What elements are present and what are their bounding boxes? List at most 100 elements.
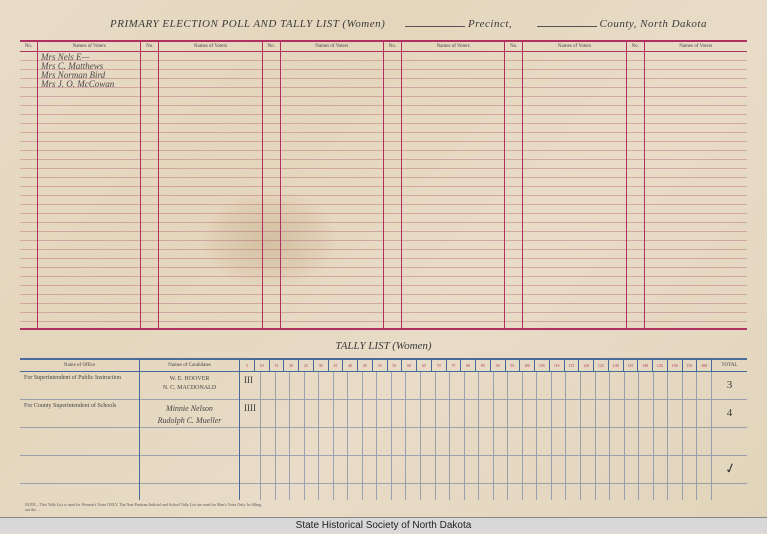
tally-grid-column — [290, 372, 305, 500]
poll-row-number — [263, 277, 280, 286]
poll-row-name — [523, 268, 625, 277]
poll-row-number — [141, 286, 158, 295]
poll-row-name — [281, 214, 383, 223]
tally-cell — [508, 456, 522, 484]
poll-list-section: No.Names of VotersMrs Nels E—Mrs C. Matt… — [20, 40, 747, 330]
poll-row-number — [505, 88, 522, 97]
poll-row-name — [402, 151, 504, 160]
tally-cell — [436, 428, 450, 456]
poll-row-number — [384, 61, 401, 70]
poll-row-name — [402, 115, 504, 124]
poll-row-name — [523, 214, 625, 223]
poll-row-name — [402, 313, 504, 322]
poll-row-name — [645, 241, 747, 250]
tally-grid-column — [261, 372, 276, 500]
poll-row-name — [523, 196, 625, 205]
poll-row-name — [402, 223, 504, 232]
poll-row-name — [402, 133, 504, 142]
tally-cell — [668, 400, 682, 428]
poll-row-name — [159, 142, 261, 151]
poll-row-name — [281, 61, 383, 70]
poll-row-name — [523, 313, 625, 322]
poll-row-name — [402, 52, 504, 61]
tally-cell — [334, 456, 348, 484]
poll-row-number — [627, 169, 644, 178]
poll-row-number — [263, 160, 280, 169]
poll-row-name — [159, 187, 261, 196]
poll-row-name — [281, 142, 383, 151]
poll-row-number — [141, 277, 158, 286]
tally-grid-column — [406, 372, 421, 500]
tally-cell — [406, 456, 420, 484]
poll-row-number — [627, 295, 644, 304]
tally-grid-column — [697, 372, 712, 500]
poll-row-name — [645, 214, 747, 223]
poll-row-number — [263, 151, 280, 160]
poll-row-number — [141, 151, 158, 160]
office-row-empty — [20, 456, 139, 484]
poll-row-name — [402, 277, 504, 286]
poll-row-name — [281, 295, 383, 304]
poll-row-number — [20, 79, 37, 88]
poll-row-number — [20, 106, 37, 115]
poll-row-name — [645, 70, 747, 79]
office-row-1: For Superintendent of Public Instruction — [20, 372, 139, 400]
poll-row-number — [627, 97, 644, 106]
poll-row-name — [159, 79, 261, 88]
poll-row-name — [159, 232, 261, 241]
candidate-row-2: Minnie Nelson Rudolph C. Mueller — [140, 400, 239, 428]
poll-row-number — [263, 250, 280, 259]
tally-cell — [406, 428, 420, 456]
poll-row-name — [159, 88, 261, 97]
poll-row-name — [523, 88, 625, 97]
poll-row-name — [159, 268, 261, 277]
tally-num-header: 70 — [432, 360, 447, 371]
tally-cell — [552, 400, 566, 428]
poll-row-name — [38, 169, 140, 178]
poll-row-number — [384, 259, 401, 268]
tally-cell — [654, 428, 668, 456]
poll-row-number — [20, 277, 37, 286]
tally-cell: III — [240, 372, 260, 400]
poll-row-name — [523, 286, 625, 295]
tally-cell — [625, 428, 639, 456]
tally-total-column: 3 4 — [712, 372, 747, 500]
tally-num-header: 115 — [565, 360, 580, 371]
poll-row-name — [159, 205, 261, 214]
poll-row-name — [159, 151, 261, 160]
poll-row-name — [645, 250, 747, 259]
poll-row-number — [20, 259, 37, 268]
poll-row-name — [402, 61, 504, 70]
tally-grid-column — [639, 372, 654, 500]
poll-name-column: Names of VotersMrs Nels E—Mrs C. Matthew… — [38, 42, 141, 328]
poll-row-number — [505, 151, 522, 160]
tally-cell — [334, 372, 348, 400]
poll-row-name — [523, 142, 625, 151]
poll-row-number — [20, 151, 37, 160]
poll-row-name — [402, 187, 504, 196]
poll-row-name — [38, 286, 140, 295]
tally-num-header: 50 — [373, 360, 388, 371]
poll-name-column: Names of Voters — [645, 42, 747, 328]
poll-row-name — [402, 169, 504, 178]
poll-row-number — [505, 61, 522, 70]
tally-cell — [639, 400, 653, 428]
poll-row-name — [645, 313, 747, 322]
poll-row-number — [627, 232, 644, 241]
poll-row-number — [384, 214, 401, 223]
poll-row-number — [505, 106, 522, 115]
tally-cell — [479, 372, 493, 400]
poll-row-name — [523, 106, 625, 115]
tally-cell — [625, 400, 639, 428]
poll-row-name — [402, 214, 504, 223]
poll-row-number — [20, 268, 37, 277]
tally-cell — [377, 456, 391, 484]
tally-grid-column — [494, 372, 509, 500]
poll-row-number — [263, 259, 280, 268]
poll-row-name — [38, 313, 140, 322]
poll-row-number — [20, 61, 37, 70]
poll-row-number — [20, 196, 37, 205]
tally-num-header: 65 — [417, 360, 432, 371]
poll-row-name — [523, 232, 625, 241]
tally-cell — [581, 400, 595, 428]
